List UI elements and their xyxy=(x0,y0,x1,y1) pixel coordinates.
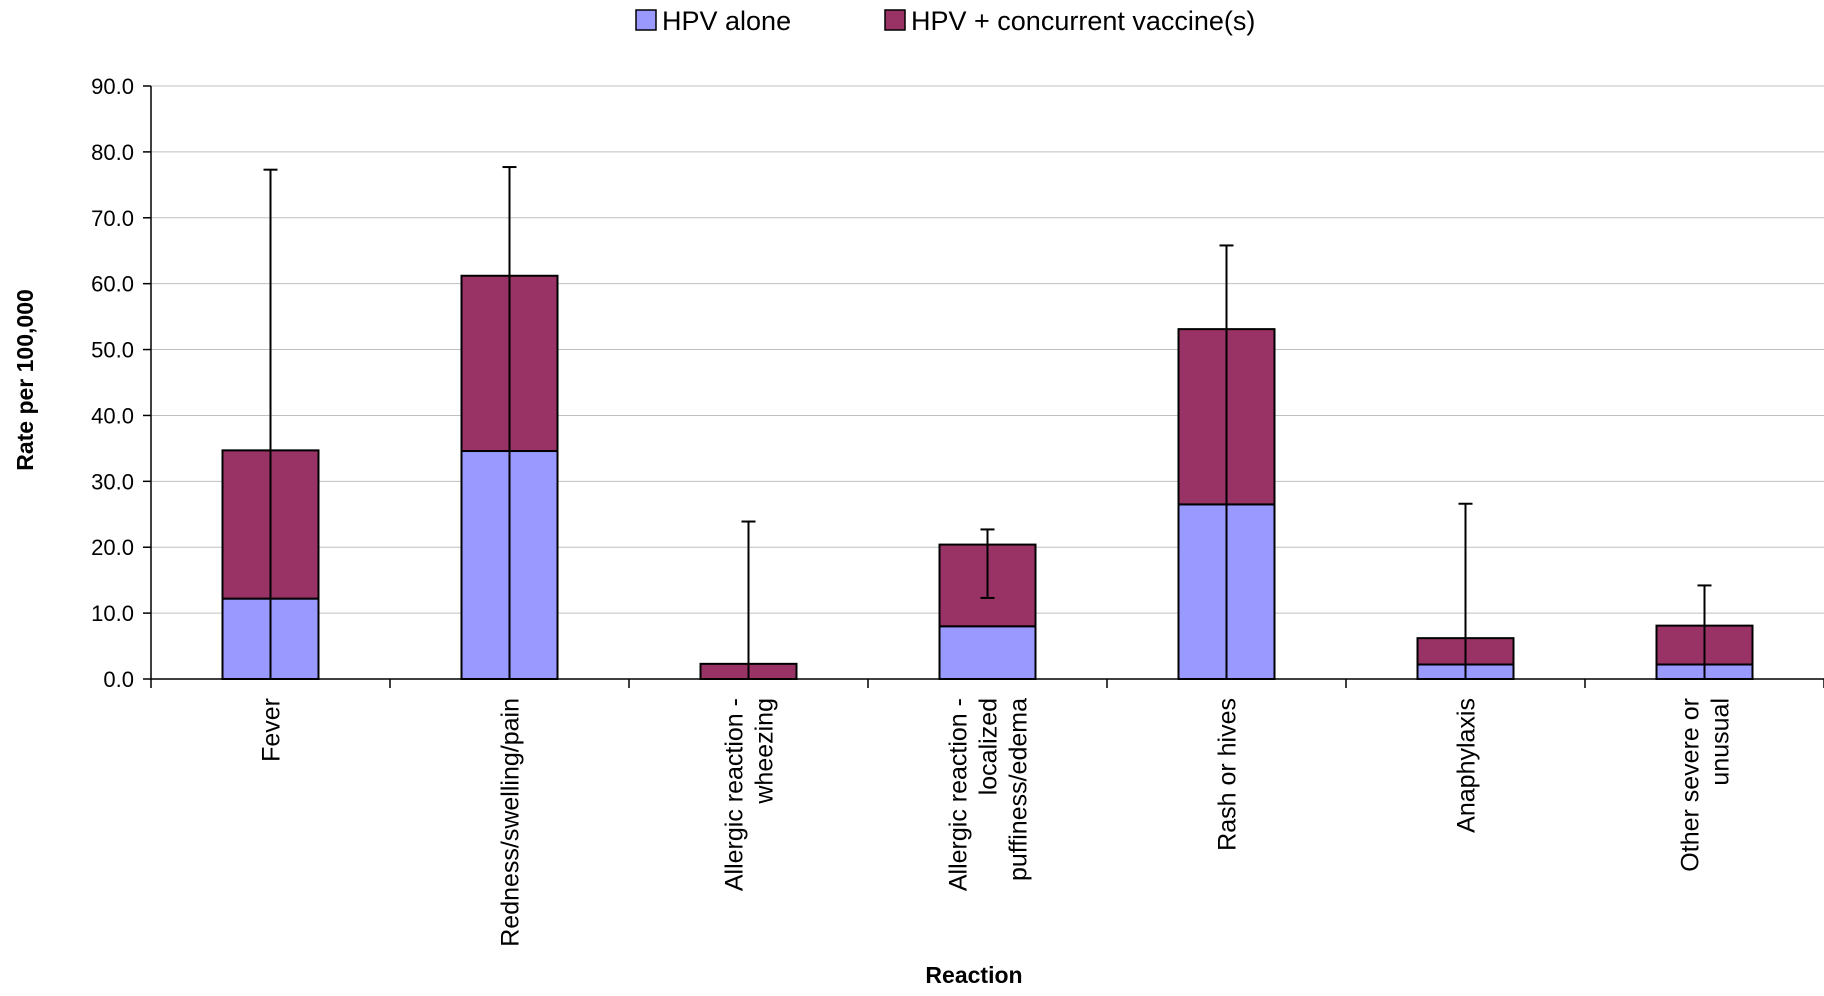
legend-label-hpv-alone: HPV alone xyxy=(662,6,791,36)
y-tick-label: 80.0 xyxy=(91,140,134,165)
gridlines xyxy=(151,85,1824,614)
y-tick-label: 10.0 xyxy=(91,601,134,626)
category-label: Other severe or xyxy=(1677,698,1705,872)
category-label: Allergic reaction - xyxy=(945,698,973,891)
category-label: Rash or hives xyxy=(1214,698,1242,851)
category-label: wheezing xyxy=(751,698,779,805)
y-tick-label: 70.0 xyxy=(91,206,134,231)
bars xyxy=(221,274,1754,681)
x-axis: Fever Redness/swelling/pain Allergic react… xyxy=(150,678,1824,947)
x-axis-title: Reaction xyxy=(925,962,1022,988)
y-tick-label: 90.0 xyxy=(91,74,134,99)
y-tick-label: 0.0 xyxy=(103,667,134,692)
legend-swatch-hpv-alone xyxy=(635,9,657,31)
bar-hpv-alone xyxy=(938,625,1037,680)
y-tick-label: 30.0 xyxy=(91,469,134,494)
category-label: Allergic reaction - xyxy=(721,698,749,891)
y-tick-label: 60.0 xyxy=(91,272,134,297)
y-axis: 0.0 10.0 20.0 30.0 40.0 50.0 60.0 70.0 80.0 90.0 xyxy=(91,74,152,692)
y-tick-label: 50.0 xyxy=(91,338,134,363)
y-tick-label: 20.0 xyxy=(91,535,134,560)
category-label: Redness/swelling/pain xyxy=(497,698,525,947)
legend-swatch-hpv-concurrent xyxy=(884,9,906,31)
error-bars xyxy=(263,166,1712,679)
category-label: localized xyxy=(975,698,1003,795)
category-label: Anaphylaxis xyxy=(1453,698,1481,833)
category-label: puffiness/edema xyxy=(1005,698,1033,881)
legend: HPV alone HPV + concurrent vaccine(s) xyxy=(635,6,1255,36)
category-label: unusual xyxy=(1707,698,1735,786)
legend-label-hpv-concurrent: HPV + concurrent vaccine(s) xyxy=(911,6,1255,36)
category-label: Fever xyxy=(258,698,286,762)
y-tick-label: 40.0 xyxy=(91,403,134,428)
y-axis-title: Rate per 100,000 xyxy=(12,289,38,471)
